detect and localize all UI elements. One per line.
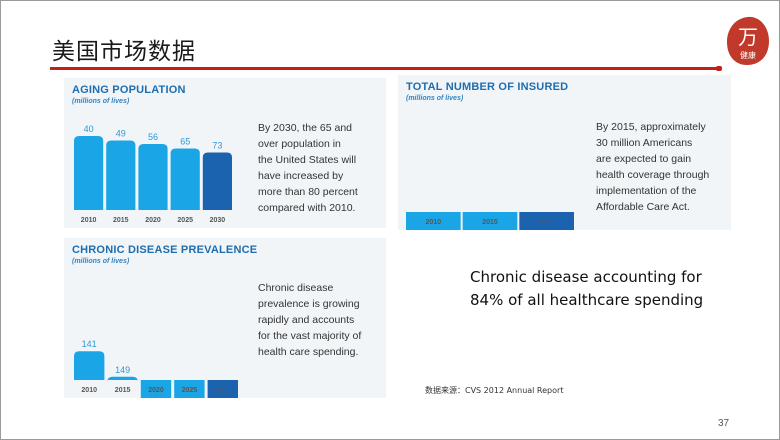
x-tick-label: 2015 [115, 387, 131, 394]
description-line: have increased by [258, 170, 344, 182]
callout-text: Chronic disease accounting for 84% of al… [470, 266, 703, 312]
bar-2025 [174, 380, 205, 398]
description-line: are expected to gain [596, 153, 692, 165]
x-tick-label: 2030 [210, 217, 226, 224]
data-label: 40 [84, 124, 94, 134]
bar-2010 [406, 212, 461, 230]
page-number: 37 [718, 418, 730, 429]
description-line: Affordable Care Act. [596, 201, 690, 213]
x-tick-label: 2025 [182, 387, 198, 394]
x-tick-label: 2015 [482, 219, 498, 226]
description-line: over population in [258, 138, 341, 150]
description-line: more than 80 percent [258, 186, 358, 198]
total-insured-panel: TOTAL NUMBER OF INSURED (millions of liv… [398, 75, 731, 230]
x-tick-label: 2020 [539, 219, 555, 226]
aging-population-description: By 2030, the 65 and over population in the… [258, 120, 358, 216]
x-tick-label: 2020 [148, 387, 164, 394]
panel-title: AGING POPULATION [72, 84, 186, 96]
data-label: 49 [116, 129, 126, 139]
description-line: prevalence is growing [258, 298, 360, 310]
description-line: By 2030, the 65 and [258, 122, 352, 134]
slide-title: 美国市场数据 [52, 39, 196, 65]
callout-line: 84% of all healthcare spending [470, 291, 704, 309]
source-note: 数据来源：CVS 2012 Annual Report [425, 386, 564, 395]
description-line: rapidly and accounts [258, 314, 355, 326]
logo-seal-glyph: 万 [738, 25, 758, 49]
x-tick-label: 2010 [426, 219, 442, 226]
aging-population-chart: 40 2010 49 2015 56 2020 65 2025 73 2030 [74, 124, 232, 224]
bar-2015 [107, 376, 138, 382]
data-label: 157 [148, 390, 163, 398]
bar-2010 [74, 136, 104, 210]
panel-subtitle: (millions of lives) [72, 98, 130, 105]
chronic-disease-description: Chronic disease prevalence is growing rapi… [258, 280, 361, 360]
x-tick-label: 2010 [81, 387, 97, 394]
panel-title: TOTAL NUMBER OF INSURED [406, 81, 569, 93]
panel-title: CHRONIC DISEASE PREVALENCE [72, 244, 258, 256]
bar-2020 [140, 380, 172, 398]
description-line: compared with 2010. [258, 202, 356, 214]
logo-seal-subtext: 健康 [740, 50, 756, 60]
bar-2030 [207, 380, 238, 398]
logo-seal-icon: 万 健康 [727, 16, 769, 65]
x-tick-label: 2020 [145, 217, 161, 224]
description-line: health care spending. [258, 346, 359, 358]
x-tick-label: 2030 [215, 387, 231, 394]
aging-population-panel: AGING POPULATION (millions of lives) 40 2… [64, 78, 386, 228]
data-label: 73 [212, 141, 222, 151]
data-label: 149 [115, 365, 130, 375]
title-rule-end [716, 66, 722, 71]
description-line: 30 million Americans [596, 137, 693, 149]
description-line: implementation of the [596, 185, 697, 197]
bar-2015 [106, 140, 136, 210]
total-insured-chart: 257201028820153032020 [406, 212, 574, 230]
bar-2010 [74, 351, 105, 380]
title-rule [50, 67, 720, 70]
x-tick-label: 2010 [81, 217, 97, 224]
bar-2025 [170, 148, 200, 210]
bar-2015 [462, 212, 518, 230]
bar-2030 [202, 152, 232, 210]
description-line: Chronic disease [258, 282, 334, 294]
data-label: 65 [180, 137, 190, 147]
data-label: 141 [82, 339, 97, 349]
total-insured-description: By 2015, approximately 30 million America… [596, 119, 709, 215]
panel-subtitle: (millions of lives) [406, 95, 464, 102]
chronic-disease-chart: 14120101492015157202016420251712030 [74, 339, 238, 398]
bar-2020 [519, 212, 574, 230]
chronic-disease-panel: CHRONIC DISEASE PREVALENCE (millions of … [64, 238, 386, 398]
description-line: for the vast majority of [258, 330, 362, 342]
description-line: By 2015, approximately [596, 121, 706, 133]
callout-line: Chronic disease accounting for [470, 268, 702, 286]
data-label: 56 [148, 132, 158, 142]
panel-subtitle: (millions of lives) [72, 258, 130, 265]
bar-2020 [138, 144, 168, 210]
description-line: the United States will [258, 154, 357, 166]
x-tick-label: 2015 [113, 217, 129, 224]
description-line: health coverage through [596, 169, 710, 181]
x-tick-label: 2025 [177, 217, 193, 224]
